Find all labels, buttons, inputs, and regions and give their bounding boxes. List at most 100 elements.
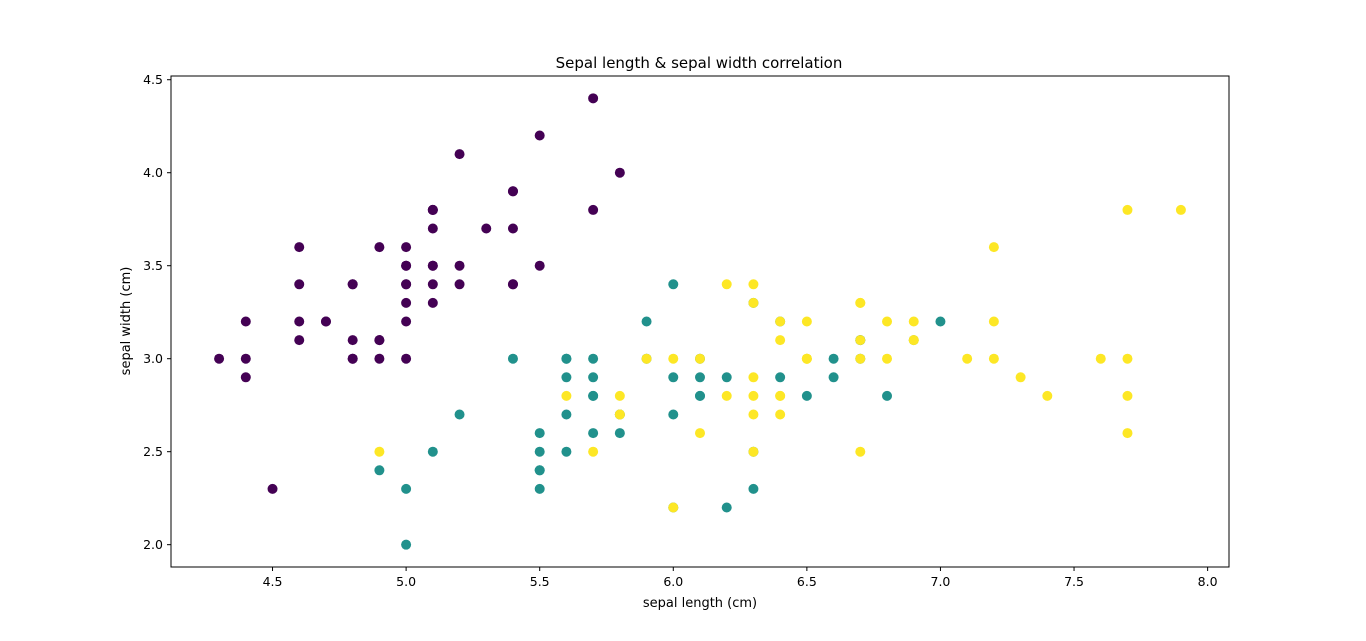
data-point bbox=[614, 390, 625, 401]
data-point bbox=[1122, 428, 1133, 439]
data-point bbox=[561, 372, 572, 383]
data-point bbox=[534, 483, 545, 494]
data-point bbox=[374, 465, 385, 476]
data-point bbox=[748, 446, 759, 457]
data-point bbox=[695, 372, 705, 383]
data-point bbox=[1122, 390, 1133, 401]
data-point bbox=[695, 353, 705, 364]
y-tick-label: 4.0 bbox=[143, 165, 163, 180]
data-point bbox=[588, 372, 599, 383]
data-point bbox=[855, 353, 866, 364]
x-tick-label: 5.0 bbox=[396, 574, 416, 589]
data-point bbox=[454, 409, 465, 420]
data-point bbox=[401, 279, 412, 290]
data-point bbox=[695, 428, 705, 439]
data-point bbox=[561, 446, 572, 457]
data-point bbox=[1015, 372, 1026, 383]
data-point bbox=[427, 223, 438, 234]
data-point bbox=[401, 297, 412, 308]
data-point bbox=[614, 167, 625, 178]
data-point bbox=[1122, 204, 1133, 215]
data-point bbox=[240, 353, 251, 364]
data-point bbox=[454, 260, 465, 271]
x-tick-label: 6.5 bbox=[797, 574, 817, 589]
data-point bbox=[374, 242, 385, 253]
data-point bbox=[294, 335, 305, 346]
x-tick-label: 7.5 bbox=[1064, 574, 1084, 589]
data-point bbox=[801, 390, 812, 401]
data-point bbox=[401, 260, 412, 271]
data-point bbox=[588, 428, 599, 439]
data-point bbox=[641, 353, 652, 364]
data-point bbox=[534, 130, 545, 141]
data-point bbox=[988, 242, 999, 253]
data-point bbox=[240, 372, 251, 383]
data-point bbox=[988, 316, 999, 327]
data-point bbox=[668, 279, 679, 290]
data-point bbox=[801, 353, 812, 364]
data-point bbox=[614, 428, 625, 439]
data-point bbox=[427, 279, 438, 290]
data-point bbox=[668, 502, 679, 513]
data-point bbox=[828, 353, 839, 364]
data-point bbox=[588, 93, 599, 104]
data-point bbox=[454, 279, 465, 290]
data-point bbox=[534, 428, 545, 439]
data-point bbox=[588, 390, 599, 401]
data-point bbox=[748, 279, 759, 290]
data-point bbox=[614, 409, 625, 420]
data-point bbox=[908, 316, 919, 327]
data-point bbox=[882, 390, 893, 401]
y-axis-label: sepal width (cm) bbox=[119, 267, 134, 376]
data-point bbox=[935, 316, 946, 327]
data-point bbox=[882, 316, 893, 327]
y-tick-label: 3.5 bbox=[143, 258, 163, 273]
data-point bbox=[427, 446, 438, 457]
data-point bbox=[588, 446, 599, 457]
x-tick-label: 4.5 bbox=[263, 574, 283, 589]
data-point bbox=[507, 223, 518, 234]
data-point bbox=[855, 335, 866, 346]
data-point bbox=[855, 297, 866, 308]
data-point bbox=[748, 409, 759, 420]
data-point bbox=[507, 353, 518, 364]
data-point bbox=[507, 186, 518, 197]
data-point bbox=[561, 390, 572, 401]
data-point bbox=[641, 316, 652, 327]
data-point bbox=[427, 260, 438, 271]
data-point bbox=[1042, 390, 1053, 401]
x-axis-label: sepal length (cm) bbox=[643, 596, 757, 611]
data-point bbox=[454, 149, 465, 160]
plot-area-frame bbox=[170, 75, 1230, 568]
data-point bbox=[908, 335, 919, 346]
chart-title: Sepal length & sepal width correlation bbox=[556, 54, 843, 72]
data-point bbox=[668, 353, 679, 364]
data-point bbox=[775, 409, 786, 420]
data-point bbox=[748, 390, 759, 401]
data-point bbox=[668, 372, 679, 383]
data-point bbox=[320, 316, 331, 327]
data-point bbox=[507, 279, 518, 290]
data-point bbox=[748, 297, 759, 308]
data-point bbox=[721, 372, 732, 383]
data-point bbox=[267, 483, 278, 494]
data-point bbox=[534, 465, 545, 476]
data-point bbox=[481, 223, 492, 234]
data-point bbox=[401, 316, 412, 327]
data-point bbox=[988, 353, 999, 364]
data-point bbox=[668, 409, 679, 420]
data-point bbox=[534, 260, 545, 271]
data-point bbox=[427, 297, 438, 308]
data-point bbox=[561, 353, 572, 364]
data-point bbox=[347, 353, 358, 364]
data-point bbox=[401, 539, 412, 550]
data-point bbox=[374, 335, 385, 346]
data-point bbox=[855, 446, 866, 457]
data-point bbox=[748, 483, 759, 494]
data-point bbox=[775, 316, 786, 327]
data-point bbox=[214, 353, 225, 364]
data-point bbox=[401, 483, 412, 494]
